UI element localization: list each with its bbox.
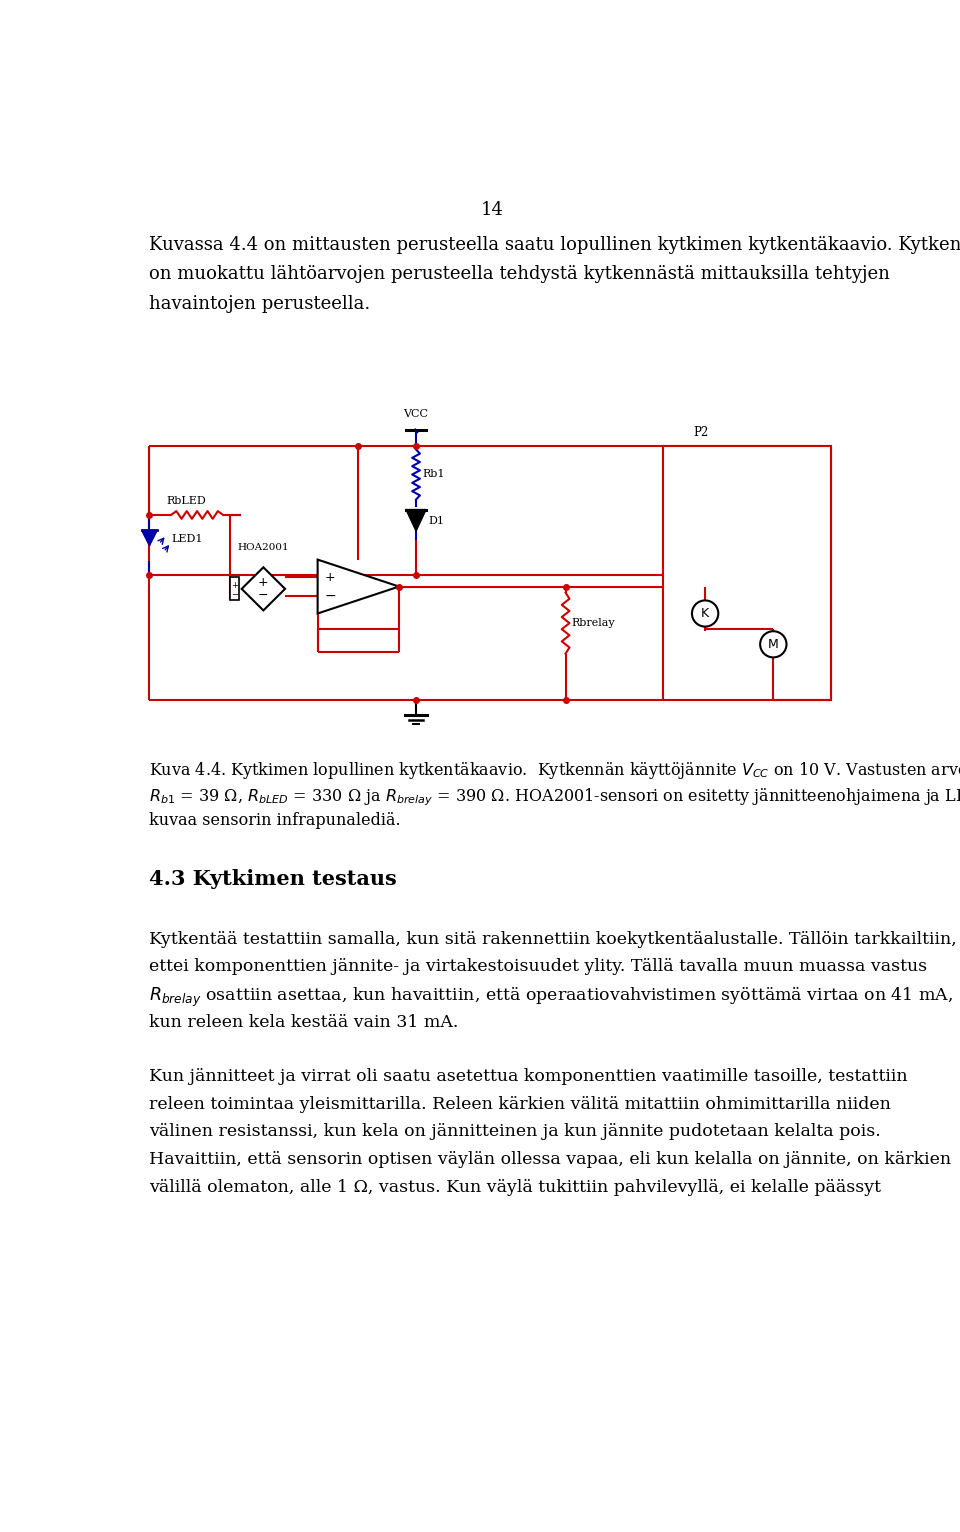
Text: 14: 14 (481, 201, 503, 219)
Text: havaintojen perusteella.: havaintojen perusteella. (150, 294, 371, 313)
Text: +: + (231, 581, 238, 590)
Polygon shape (142, 530, 157, 545)
Text: 4.3 Kytkimen testaus: 4.3 Kytkimen testaus (150, 869, 397, 889)
Text: Kytkentää testattiin samalla, kun sitä rakennettiin koekytkentäalustalle. Tällöi: Kytkentää testattiin samalla, kun sitä r… (150, 931, 957, 948)
Text: HOA2001: HOA2001 (237, 542, 289, 552)
Text: RbLED: RbLED (166, 496, 205, 506)
Text: on muokattu lähtöarvojen perusteella tehdystä kytkennästä mittauksilla tehtyjen: on muokattu lähtöarvojen perusteella teh… (150, 265, 890, 283)
FancyBboxPatch shape (230, 578, 239, 601)
Text: välillä olematon, alle 1 Ω, vastus. Kun väylä tukittiin pahvilevyllä, ei kelalle: välillä olematon, alle 1 Ω, vastus. Kun … (150, 1178, 881, 1195)
FancyBboxPatch shape (662, 446, 831, 700)
Polygon shape (318, 559, 399, 613)
Polygon shape (242, 567, 285, 610)
Text: kuvaa sensorin infrapunalediä.: kuvaa sensorin infrapunalediä. (150, 812, 401, 829)
Text: LED1: LED1 (171, 535, 203, 544)
Text: P2: P2 (694, 426, 708, 440)
Text: −: − (231, 590, 238, 599)
Polygon shape (406, 510, 426, 532)
Text: Kuva 4.4. Kytkimen lopullinen kytkentäkaavio.  Kytkennän käyttöjännite $V_{CC}$ : Kuva 4.4. Kytkimen lopullinen kytkentäka… (150, 760, 960, 781)
Text: −: − (324, 588, 336, 602)
Text: Havaittiin, että sensorin optisen väylän ollessa vapaa, eli kun kelalla on jänni: Havaittiin, että sensorin optisen väylän… (150, 1151, 951, 1167)
Text: +: + (258, 576, 269, 590)
Text: Kuvassa 4.4 on mittausten perusteella saatu lopullinen kytkimen kytkentäkaavio. : Kuvassa 4.4 on mittausten perusteella sa… (150, 236, 960, 254)
Text: D1: D1 (428, 516, 444, 525)
Text: VCC: VCC (403, 409, 428, 418)
Text: ettei komponenttien jännite- ja virtakestoisuudet ylity. Tällä tavalla muun muas: ettei komponenttien jännite- ja virtakes… (150, 959, 927, 976)
Text: −: − (258, 590, 269, 602)
Text: releen toimintaa yleismittarilla. Releen kärkien välitä mitattiin ohmimittarilla: releen toimintaa yleismittarilla. Releen… (150, 1095, 891, 1112)
Text: Rb1: Rb1 (422, 469, 444, 480)
Text: $R_{b1}$ = 39 Ω, $R_{bLED}$ = 330 Ω ja $R_{brelay}$ = 390 Ω. HOA2001-sensori on : $R_{b1}$ = 39 Ω, $R_{bLED}$ = 330 Ω ja $… (150, 786, 960, 807)
Text: kun releen kela kestää vain 31 mA.: kun releen kela kestää vain 31 mA. (150, 1014, 459, 1031)
Text: M: M (768, 637, 779, 651)
Text: välinen resistanssi, kun kela on jännitteinen ja kun jännite pudotetaan kelalta : välinen resistanssi, kun kela on jännitt… (150, 1123, 881, 1140)
Text: Kun jännitteet ja virrat oli saatu asetettua komponenttien vaatimille tasoille, : Kun jännitteet ja virrat oli saatu asete… (150, 1068, 908, 1085)
Text: +: + (324, 571, 335, 584)
Text: K: K (701, 607, 709, 620)
Text: $R_{brelay}$ osattiin asettaa, kun havaittiin, että operaatiovahvistimen syöttäm: $R_{brelay}$ osattiin asettaa, kun havai… (150, 987, 953, 1010)
Text: Rbrelay: Rbrelay (572, 617, 615, 628)
